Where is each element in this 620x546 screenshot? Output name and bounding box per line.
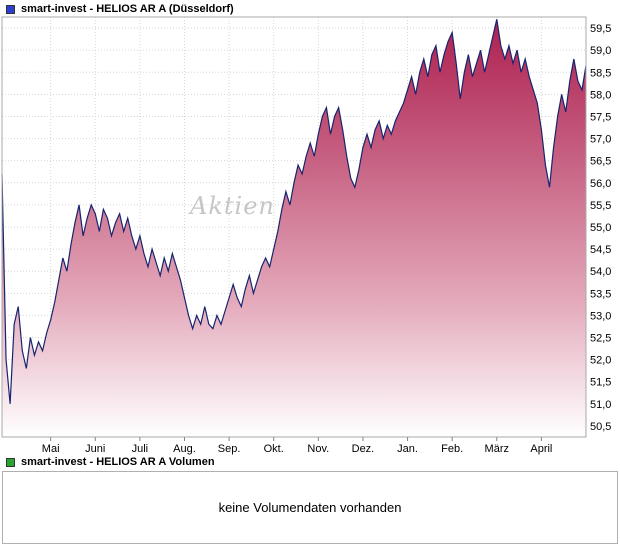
y-axis-label: 51,5 xyxy=(590,377,611,389)
x-axis-label: Nov. xyxy=(307,443,329,455)
price-legend-label: smart-invest - HELIOS AR A (Düsseldorf) xyxy=(21,3,234,15)
y-axis-label: 57,5 xyxy=(590,111,611,123)
x-axis-label: Jan. xyxy=(397,443,418,455)
volume-panel: keine Volumendaten vorhanden xyxy=(2,471,618,544)
y-axis-label: 52,5 xyxy=(590,333,611,345)
price-chart: 59,5 59,0 58,5 58,0 57,5 57,0 56,5 56,0 55,5 55,0… xyxy=(1,16,611,455)
y-axis-label: 54,5 xyxy=(590,244,611,256)
x-axis-label: Sep. xyxy=(218,443,241,455)
y-axis-label: 57,0 xyxy=(590,134,611,146)
no-volume-message: keine Volumendaten vorhanden xyxy=(218,500,402,515)
plot-border xyxy=(1,16,587,438)
x-axis-label: Aug. xyxy=(173,443,196,455)
y-axis-label: 52,0 xyxy=(590,355,611,367)
x-axis-label: März xyxy=(485,443,509,455)
x-axis-label: Juni xyxy=(85,443,105,455)
y-axis-label: 54,0 xyxy=(590,266,611,278)
y-axis-label: 56,0 xyxy=(590,178,611,190)
y-axis-label: 51,0 xyxy=(590,399,611,411)
price-legend: smart-invest - HELIOS AR A (Düsseldorf) xyxy=(6,3,234,15)
y-axis-label: 59,5 xyxy=(590,23,611,35)
volume-legend: smart-invest - HELIOS AR A Volumen xyxy=(6,456,215,468)
price-legend-swatch-icon xyxy=(6,4,15,14)
watermark-text: Aktien xyxy=(188,192,275,220)
volume-legend-label: smart-invest - HELIOS AR A Volumen xyxy=(21,456,215,468)
x-axis-label: Dez. xyxy=(352,443,375,455)
x-axis-label: Mai xyxy=(42,443,60,455)
x-axis-label: Okt. xyxy=(264,443,284,455)
y-axis-label: 53,0 xyxy=(590,310,611,322)
y-axis-label: 50,5 xyxy=(590,421,611,433)
y-axis-label: 55,0 xyxy=(590,222,611,234)
y-axis-label: 56,5 xyxy=(590,156,611,168)
y-axis-label: 59,0 xyxy=(590,45,611,57)
price-area xyxy=(2,19,586,438)
x-axis-label: April xyxy=(530,443,552,455)
price-line xyxy=(1,19,587,404)
x-axis-label: Feb. xyxy=(441,443,463,455)
y-axis-label: 58,0 xyxy=(590,89,611,101)
y-axis-label: 53,5 xyxy=(590,288,611,300)
x-axis-label: Juli xyxy=(132,443,149,455)
y-axis-label: 55,5 xyxy=(590,200,611,212)
volume-legend-swatch-icon xyxy=(6,457,15,467)
y-axis-label: 58,5 xyxy=(590,67,611,79)
